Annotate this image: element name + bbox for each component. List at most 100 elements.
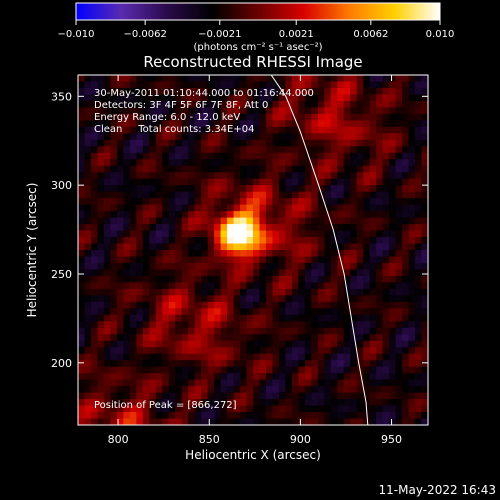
heatmap-cell bbox=[343, 256, 351, 264]
heatmap-cell bbox=[188, 178, 196, 186]
heatmap-cell bbox=[259, 133, 267, 141]
heatmap-cell bbox=[259, 282, 267, 290]
heatmap-cell bbox=[259, 360, 267, 368]
heatmap-cell bbox=[175, 185, 183, 193]
heatmap-cell bbox=[110, 262, 118, 270]
heatmap-cell bbox=[123, 230, 131, 238]
colorbar: −0.010 −0.0062 −0.0021 0.0021 0.0062 0.010 (p… bbox=[57, 2, 454, 53]
heatmap-cell bbox=[240, 107, 247, 115]
heatmap-cell bbox=[408, 334, 416, 342]
heatmap-cell bbox=[84, 165, 92, 173]
heatmap-cell bbox=[142, 262, 150, 270]
heatmap-cell bbox=[402, 243, 409, 251]
heatmap-cell bbox=[395, 165, 403, 173]
heatmap-cell bbox=[162, 379, 170, 387]
heatmap-cell bbox=[136, 204, 144, 212]
heatmap-cell bbox=[265, 94, 273, 102]
chart-title: Reconstructed RHESSI Image bbox=[143, 53, 362, 71]
heatmap-cell bbox=[265, 250, 273, 257]
heatmap-cell bbox=[84, 353, 92, 361]
heatmap-cell bbox=[162, 412, 170, 419]
heatmap-cell bbox=[298, 152, 306, 160]
heatmap-cell bbox=[175, 360, 183, 368]
heatmap-cell bbox=[90, 418, 98, 425]
heatmap-cell bbox=[136, 399, 144, 406]
heatmap-cell bbox=[350, 269, 358, 277]
heatmap-cell bbox=[356, 94, 364, 102]
heatmap-cell bbox=[272, 133, 280, 141]
heatmap-cell bbox=[343, 295, 351, 303]
heatmap-cell bbox=[291, 412, 299, 419]
heatmap-cell bbox=[389, 100, 396, 108]
heatmap-cell bbox=[97, 172, 105, 180]
heatmap-cell bbox=[408, 146, 416, 154]
heatmap-cell bbox=[395, 159, 403, 167]
heatmap-cell bbox=[389, 250, 396, 257]
heatmap-cell bbox=[363, 314, 371, 322]
heatmap-cell bbox=[214, 295, 221, 303]
heatmap-cell bbox=[304, 172, 312, 180]
heatmap-cell bbox=[343, 386, 351, 393]
heatmap-cell bbox=[142, 133, 150, 141]
heatmap-cell bbox=[227, 308, 234, 316]
heatmap-cell bbox=[214, 224, 221, 231]
heatmap-cell bbox=[175, 211, 183, 218]
heatmap-cell bbox=[110, 159, 118, 167]
heatmap-cell bbox=[188, 269, 196, 277]
heatmap-cell bbox=[304, 282, 312, 290]
heatmap-cell bbox=[116, 308, 124, 316]
heatmap-cell bbox=[376, 386, 384, 393]
heatmap-cell bbox=[110, 185, 118, 193]
heatmap-cell bbox=[343, 81, 351, 89]
heatmap-cell bbox=[188, 327, 196, 335]
heatmap-cell bbox=[136, 418, 144, 425]
heatmap-cell bbox=[317, 353, 325, 361]
heatmap-cell bbox=[129, 412, 137, 419]
heatmap-cell bbox=[207, 360, 215, 368]
heatmap-cell bbox=[376, 126, 384, 134]
heatmap-cell bbox=[395, 353, 403, 361]
heatmap-cell bbox=[168, 211, 176, 218]
heatmap-cell bbox=[324, 340, 332, 348]
heatmap-cell bbox=[240, 392, 247, 400]
heatmap-cell bbox=[181, 165, 189, 173]
heatmap-cell bbox=[181, 217, 189, 225]
heatmap-cell bbox=[389, 418, 396, 425]
heatmap-cell bbox=[214, 237, 221, 244]
heatmap-cell bbox=[227, 204, 234, 212]
heatmap-cell bbox=[110, 107, 118, 115]
heatmap-cell bbox=[149, 120, 157, 128]
heatmap-cell bbox=[298, 237, 306, 244]
heatmap-cell bbox=[97, 237, 105, 244]
heatmap-cell bbox=[201, 250, 209, 257]
heatmap-cell bbox=[278, 379, 286, 387]
heatmap-cell bbox=[97, 126, 105, 134]
heatmap-cell bbox=[129, 165, 137, 173]
heatmap-cell bbox=[136, 288, 144, 296]
heatmap-cell bbox=[155, 100, 163, 108]
heatmap-cell bbox=[265, 120, 273, 128]
heatmap-cell bbox=[395, 366, 403, 374]
heatmap-cell bbox=[304, 418, 312, 425]
heatmap-cell bbox=[298, 295, 306, 303]
heatmap-cell bbox=[175, 321, 183, 329]
heatmap-cell bbox=[220, 139, 228, 147]
heatmap-cell bbox=[175, 100, 183, 108]
heatmap-cell bbox=[142, 224, 150, 231]
heatmap-cell bbox=[272, 165, 280, 173]
heatmap-cell bbox=[90, 314, 98, 322]
heatmap-cell bbox=[129, 386, 137, 393]
heatmap-cell bbox=[110, 165, 118, 173]
heatmap-cell bbox=[337, 94, 345, 102]
heatmap-cell bbox=[421, 321, 428, 329]
heatmap-cell bbox=[149, 159, 157, 167]
heatmap-cell bbox=[175, 152, 183, 160]
x-tick-label: 800 bbox=[108, 433, 129, 446]
heatmap-cell bbox=[402, 321, 409, 329]
heatmap-cell bbox=[304, 250, 312, 257]
heatmap-cell bbox=[110, 275, 118, 283]
heatmap-cell bbox=[356, 243, 364, 251]
heatmap-cell bbox=[415, 418, 422, 425]
heatmap-cell bbox=[402, 295, 409, 303]
heatmap-cell bbox=[123, 172, 131, 180]
